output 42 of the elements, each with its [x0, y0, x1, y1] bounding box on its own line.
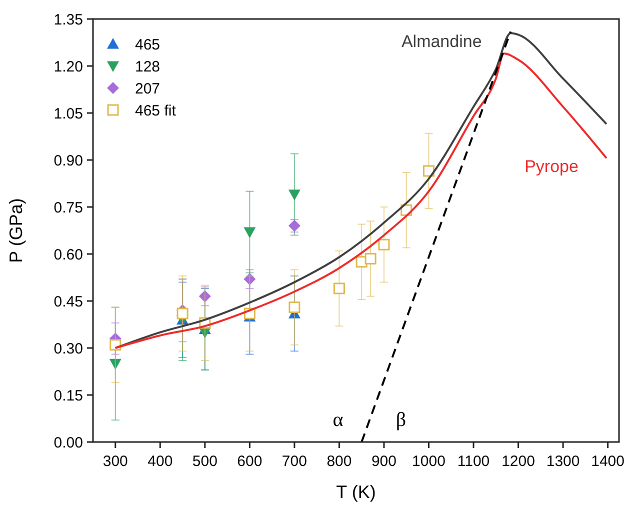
- x-tick-label: 1000: [412, 453, 446, 470]
- point: [288, 302, 300, 314]
- point: [333, 282, 345, 294]
- legend-label: 207: [135, 80, 160, 98]
- series-label: Pyrope: [524, 157, 578, 176]
- x-tick-label: 600: [237, 453, 262, 470]
- y-axis-title: P (GPa): [6, 198, 26, 263]
- annotation: α: [332, 409, 344, 431]
- x-tick-label: 400: [148, 453, 173, 470]
- point: [364, 252, 376, 264]
- x-tick-label: 700: [282, 453, 307, 470]
- x-tick-label: 900: [371, 453, 396, 470]
- point: [109, 358, 122, 370]
- legend-label: 465: [135, 36, 160, 54]
- x-tick-label: 1200: [502, 453, 535, 470]
- legend-label: 128: [135, 58, 160, 76]
- x-tick-label: 500: [192, 453, 218, 470]
- x-axis-title: T (K): [336, 482, 376, 502]
- point: [176, 308, 188, 320]
- point: [244, 273, 256, 286]
- y-tick-label: 0.15: [54, 387, 83, 404]
- series-label: Almandine: [401, 32, 482, 52]
- point: [378, 238, 390, 250]
- y-tick-label: 0.00: [54, 434, 83, 452]
- annotation: β: [396, 409, 406, 431]
- y-tick-label: 1.05: [54, 105, 83, 122]
- point: [198, 290, 211, 302]
- y-tick-label: 0.90: [54, 152, 83, 170]
- x-tick-label: 1100: [457, 453, 490, 470]
- x-tick-label: 800: [326, 453, 352, 470]
- point: [244, 227, 256, 238]
- y-tick-label: 0.60: [54, 246, 83, 264]
- point: [288, 190, 300, 200]
- y-tick-label: 0.75: [54, 199, 83, 216]
- x-tick-label: 1300: [546, 453, 580, 470]
- y-tick-label: 0.45: [54, 293, 83, 310]
- legend-label: 465 fit: [135, 102, 177, 120]
- y-tick-label: 1.20: [54, 58, 83, 76]
- y-tick-label: 0.30: [54, 340, 83, 358]
- y-tick-label: 1.35: [54, 11, 83, 28]
- x-tick-label: 300: [102, 453, 128, 470]
- x-tick-label: 1400: [591, 453, 624, 470]
